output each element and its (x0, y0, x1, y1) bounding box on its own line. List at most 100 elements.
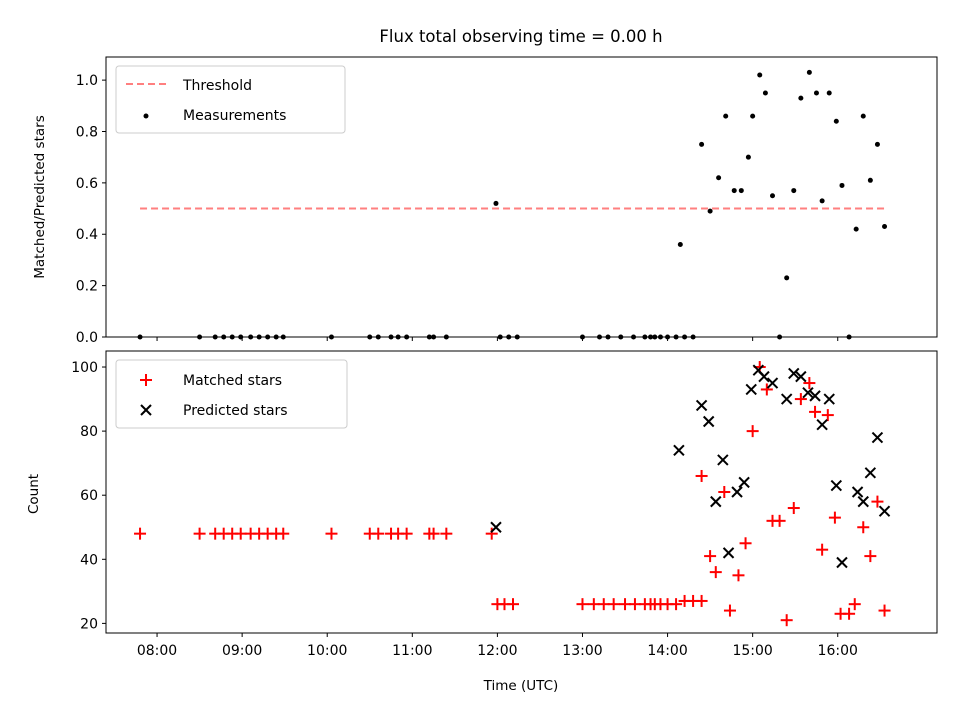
matched-star-point (809, 405, 822, 418)
predicted-star-point (758, 370, 770, 383)
predicted-star-point (731, 486, 743, 498)
matched-star-point (878, 604, 891, 617)
count-data (134, 361, 891, 627)
predicted-star-point (864, 467, 877, 479)
ratio-y-ticks: 0.0 0.2 0.4 0.6 0.8 1.0 (76, 73, 106, 346)
matched-star-point (803, 377, 816, 390)
count-legend: Matched stars Predicted stars (115, 359, 348, 429)
matched-star-point (780, 614, 793, 627)
ratio-ytick-label: 1.0 (76, 73, 98, 89)
predicted-star-point (788, 367, 800, 380)
measurement-point (707, 208, 713, 214)
count-xtick-label: 08:00 (137, 643, 177, 659)
predicted-star-point (702, 415, 715, 428)
predicted-star-point (857, 495, 869, 508)
predicted-star-point (851, 486, 864, 498)
predicted-star-point (722, 547, 735, 559)
measurement-point (677, 242, 683, 248)
measurement-point (738, 188, 744, 194)
matched-star-point (695, 594, 708, 607)
matched-star-point (828, 511, 841, 524)
predicted-star-point (695, 399, 708, 412)
count-legend-box (115, 359, 348, 429)
count-xtick-label: 16:00 (818, 643, 858, 659)
predicted-star-point (795, 370, 807, 383)
ratio-ytick-label: 0.8 (76, 124, 98, 140)
ratio-legend-box (115, 65, 346, 134)
flux-ratio-panel: Flux total observing time = 0.00 h Match… (32, 27, 938, 346)
predicted-star-point (830, 479, 843, 492)
x-axis-label: Time (UTC) (483, 678, 559, 694)
predicted-star-point (673, 444, 685, 457)
matched-legend-label: Matched stars (183, 373, 282, 389)
matched-star-point (723, 604, 736, 617)
ratio-ytick-label: 0.4 (76, 227, 98, 243)
y-axis-label-ratio: Matched/Predicted stars (32, 115, 48, 278)
predicted-star-point (878, 505, 891, 517)
matched-legend-swatch (140, 374, 152, 386)
matched-star-point (670, 598, 683, 611)
measurement-point (791, 188, 797, 194)
matched-star-point (704, 550, 717, 563)
matched-star-point (732, 569, 745, 582)
count-ytick-label: 60 (80, 488, 98, 504)
matched-star-point (746, 425, 759, 438)
count-xtick-label: 10:00 (307, 643, 347, 659)
count-plot-frame (105, 350, 938, 634)
matched-star-point (857, 521, 870, 534)
count-x-ticks: 08:00 09:00 10:00 11:00 12:00 13:00 14:00 15:00… (137, 633, 858, 659)
ratio-ytick-label: 0.0 (76, 330, 98, 346)
measurement-point (699, 141, 705, 147)
measurement-point (757, 72, 763, 78)
matched-star-point (787, 502, 800, 515)
measurement-point (770, 193, 776, 199)
predicted-star-point (738, 476, 750, 489)
matched-star-point (607, 598, 620, 611)
measurements-legend-swatch (143, 113, 149, 119)
measurement-point (723, 113, 729, 119)
matched-star-point (506, 598, 519, 611)
ratio-legend: Threshold Measurements (115, 65, 346, 134)
predicted-star-point (836, 556, 848, 569)
predicted-legend-label: Predicted stars (183, 403, 288, 419)
matched-star-point (372, 527, 385, 540)
star-count-panel: Count Time (UTC) 20 40 60 80 100 08:00 09:00 1… (26, 350, 938, 694)
measurement-point (860, 113, 866, 119)
predicted-star-point (710, 495, 722, 508)
predicted-star-point (802, 386, 814, 399)
measurement-point (745, 154, 751, 160)
measurement-point (750, 113, 756, 119)
matched-star-point (864, 550, 877, 563)
matched-star-point (277, 527, 290, 540)
measurement-point (867, 177, 873, 183)
matched-star-point (871, 495, 884, 508)
matched-star-point (325, 527, 338, 540)
matched-star-point (821, 409, 834, 422)
measurement-point (762, 90, 768, 96)
predicted-star-point (809, 390, 821, 402)
predicted-star-point (745, 383, 757, 396)
measurement-point (839, 182, 845, 188)
matched-star-point (427, 527, 440, 540)
matched-star-point (400, 527, 413, 540)
measurement-point (731, 188, 737, 194)
count-y-ticks: 20 40 60 80 100 (71, 360, 106, 632)
measurement-point (784, 275, 790, 281)
matched-star-point (134, 527, 147, 540)
predicted-star-point (766, 377, 779, 389)
measurement-point (853, 226, 859, 232)
measurement-point (716, 175, 722, 181)
matched-star-point (760, 383, 773, 396)
measurements-legend-label: Measurements (183, 108, 286, 124)
matched-star-point (739, 537, 752, 550)
count-xtick-label: 09:00 (222, 643, 262, 659)
ratio-ytick-label: 0.6 (76, 176, 98, 192)
count-xtick-label: 12:00 (477, 643, 517, 659)
measurement-point (826, 90, 832, 96)
measurement-point (882, 224, 888, 230)
count-ytick-label: 20 (80, 616, 98, 632)
count-xtick-label: 15:00 (732, 643, 772, 659)
chart-title: Flux total observing time = 0.00 h (379, 27, 662, 46)
y-axis-label-count: Count (26, 474, 42, 514)
matched-star-point (440, 527, 453, 540)
